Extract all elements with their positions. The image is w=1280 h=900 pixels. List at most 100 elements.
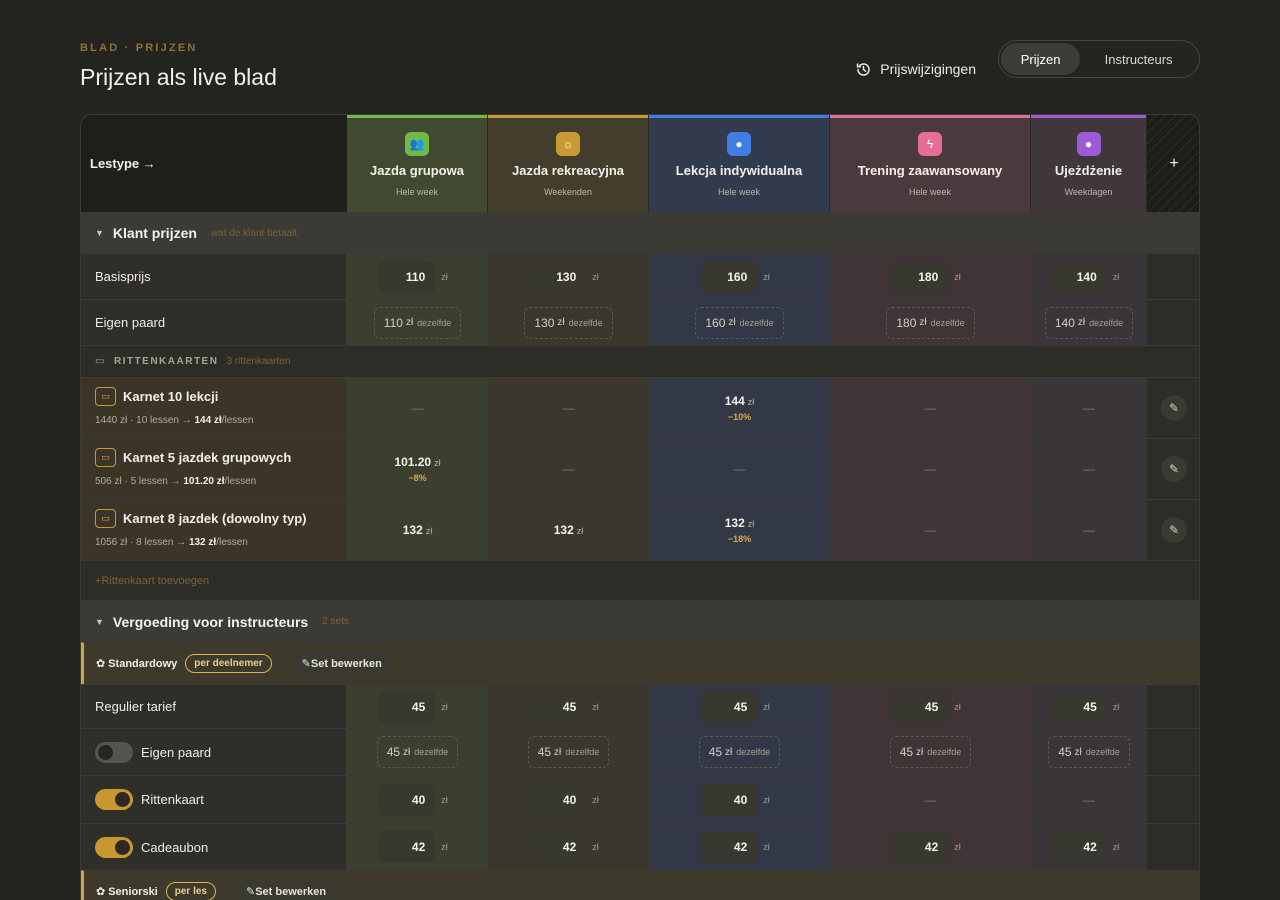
price-input[interactable]: 45 bbox=[530, 690, 587, 723]
currency-unit: zł bbox=[763, 794, 770, 805]
price-field[interactable]: 45 zł bbox=[701, 690, 770, 723]
price-input[interactable]: 45 bbox=[379, 690, 436, 723]
pencil-icon[interactable]: ✎ bbox=[1161, 517, 1187, 543]
price-changes-button[interactable]: Prijswijzigingen bbox=[855, 50, 976, 88]
add-column-button[interactable]: + bbox=[1147, 115, 1199, 212]
inherited-price[interactable]: 45 zł dezelfde bbox=[698, 736, 781, 768]
price-field[interactable]: 160 zł bbox=[701, 260, 770, 293]
pencil-icon[interactable]: ✎ bbox=[1161, 395, 1187, 421]
plus-icon: + bbox=[95, 574, 102, 587]
price-input[interactable]: 40 bbox=[379, 783, 436, 816]
currency-unit: zł bbox=[592, 701, 599, 712]
price-field[interactable]: 42 zł bbox=[701, 831, 770, 863]
ticket-total: 1440 zł · 10 lessen → bbox=[95, 415, 195, 426]
price-input[interactable]: 42 bbox=[892, 831, 949, 863]
lesson-type-header[interactable]: ● Lekcja indywidualna Hele week bbox=[649, 115, 830, 212]
inherited-price[interactable]: 140 zł dezelfde bbox=[1044, 306, 1134, 339]
price-field[interactable]: 42 zł bbox=[530, 831, 599, 863]
price-field[interactable]: 40 zł bbox=[701, 783, 770, 816]
price-field[interactable]: 45 zł bbox=[1050, 690, 1119, 723]
inherited-price[interactable]: 110 zł dezelfde bbox=[373, 306, 462, 339]
price-field[interactable]: 40 zł bbox=[379, 783, 448, 816]
value-cell: 40 zł bbox=[488, 776, 649, 823]
ticket-price[interactable]: 144 zł −10% bbox=[725, 394, 755, 422]
inherited-price[interactable]: 45 zł dezelfde bbox=[889, 736, 972, 768]
lesson-type-header[interactable]: 👥 Jazda grupowa Hele week bbox=[347, 115, 488, 212]
currency-unit: zł bbox=[592, 794, 599, 805]
currency-unit: zł bbox=[747, 519, 755, 529]
price-field[interactable]: 40 zł bbox=[530, 783, 599, 816]
history-icon bbox=[857, 62, 871, 76]
price-input[interactable]: 45 bbox=[892, 690, 949, 723]
tab-instructeurs[interactable]: Instructeurs bbox=[1104, 51, 1173, 67]
section-title[interactable]: ▼ Vergoeding voor instructeurs 2 sets bbox=[95, 601, 349, 642]
inherited-price[interactable]: 45 zł dezelfde bbox=[1048, 736, 1130, 768]
inherited-price[interactable]: 160 zł dezelfde bbox=[695, 306, 784, 339]
price-input[interactable]: 42 bbox=[701, 831, 758, 863]
ticket-price-value: 101.20 zł bbox=[394, 455, 440, 469]
set-mode-badge: per les bbox=[165, 882, 216, 900]
price-field[interactable]: 180 zł bbox=[892, 260, 961, 293]
row-label-cell: ▭ Karnet 8 jazdek (dowolny typ) 1056 zł · … bbox=[81, 500, 347, 560]
inherited-price[interactable]: 130 zł dezelfde bbox=[524, 306, 613, 339]
price-input[interactable]: 160 bbox=[701, 260, 758, 293]
price-input[interactable]: 180 bbox=[892, 260, 949, 293]
rate-toggle[interactable] bbox=[95, 836, 133, 858]
inherited-price[interactable]: 45 zł dezelfde bbox=[527, 736, 610, 768]
lesson-type-header[interactable]: ☼ Jazda rekreacyjna Weekenden bbox=[488, 115, 649, 212]
section-title-text: Klant prijzen bbox=[112, 225, 197, 241]
price-field[interactable]: 45 zł bbox=[530, 690, 599, 723]
price-field[interactable]: 140 zł bbox=[1050, 260, 1119, 293]
price-field[interactable]: 42 zł bbox=[1050, 831, 1119, 863]
price-field[interactable]: 110 zł bbox=[379, 260, 448, 293]
price-input[interactable]: 45 bbox=[701, 690, 758, 723]
price-input[interactable]: 42 bbox=[1050, 831, 1107, 863]
ticket-per-lesson: 101.20 zł bbox=[183, 476, 225, 487]
section-title[interactable]: ▼ Klant prijzen wat de klant betaalt bbox=[95, 213, 297, 253]
inherited-price[interactable]: 45 zł dezelfde bbox=[376, 736, 459, 768]
price-input[interactable]: 130 bbox=[530, 260, 587, 293]
currency-unit: zł bbox=[576, 526, 584, 536]
currency-unit: zł bbox=[954, 842, 961, 852]
ticket-price[interactable]: 132 zł bbox=[403, 523, 433, 537]
price-field[interactable]: 42 zł bbox=[379, 831, 448, 863]
price-input[interactable]: 42 bbox=[379, 831, 436, 863]
add-ticket-button[interactable]: + Rittenkaart toevoegen bbox=[95, 561, 209, 600]
rate-toggle[interactable] bbox=[95, 741, 133, 763]
rate-toggle[interactable] bbox=[95, 789, 133, 810]
price-input[interactable]: 42 bbox=[530, 831, 587, 863]
lesson-type-header[interactable]: ϟ Trening zaawansowany Hele week bbox=[830, 115, 1031, 212]
toggle-knob bbox=[115, 839, 130, 855]
price-field[interactable]: 42 zł bbox=[892, 831, 961, 863]
ticket-per-lesson: 132 zł bbox=[188, 537, 217, 548]
edit-set-button[interactable]: ✎ Set bewerken bbox=[238, 880, 335, 900]
price-sheet: 👥 Jazda grupowa Hele week ☼ Jazda rekreacyjn… bbox=[80, 114, 1200, 900]
inherited-price[interactable]: 180 zł dezelfde bbox=[886, 306, 975, 339]
value-cell: — bbox=[830, 378, 1031, 438]
value-cell: 40 zł bbox=[649, 776, 830, 823]
price-input[interactable]: 110 bbox=[379, 260, 436, 293]
pencil-icon[interactable]: ✎ bbox=[1161, 456, 1187, 482]
ticket-icon: ▭ bbox=[95, 448, 116, 467]
value-cell: 45 zł bbox=[830, 685, 1031, 728]
price-field[interactable]: 130 zł bbox=[530, 260, 599, 293]
ticket-price[interactable]: 101.20 zł −8% bbox=[394, 455, 440, 483]
price-input[interactable]: 40 bbox=[701, 783, 758, 816]
value-cell: 45 zł bbox=[649, 685, 830, 728]
ticket-price[interactable]: 132 zł bbox=[554, 523, 584, 537]
price-input[interactable]: 40 bbox=[530, 783, 587, 816]
tab-prijzen[interactable]: Prijzen bbox=[1001, 43, 1081, 75]
price-input[interactable]: 45 bbox=[1050, 690, 1107, 723]
currency-unit: zł bbox=[425, 526, 433, 536]
price-field[interactable]: 45 zł bbox=[892, 690, 961, 723]
lesson-type-header[interactable]: ● Ujeżdżenie Weekdagen bbox=[1031, 115, 1147, 212]
ticket-price-value: 132 zł bbox=[725, 516, 755, 530]
price-input[interactable]: 140 bbox=[1050, 260, 1107, 293]
ticket-price[interactable]: 132 zł −18% bbox=[725, 516, 755, 544]
price-field[interactable]: 45 zł bbox=[379, 690, 448, 723]
lesson-type-schedule: Weekenden bbox=[544, 187, 592, 197]
ticket-price-value: 132 zł bbox=[403, 523, 433, 537]
edit-set-button[interactable]: ✎ Set bewerken bbox=[293, 652, 390, 675]
tickets-header: ▭ RITTENKAARTEN 3 rittenkaarten bbox=[95, 346, 290, 377]
page-header: BLAD · PRIJZEN Prijzen als live blad Pri… bbox=[80, 40, 1200, 100]
